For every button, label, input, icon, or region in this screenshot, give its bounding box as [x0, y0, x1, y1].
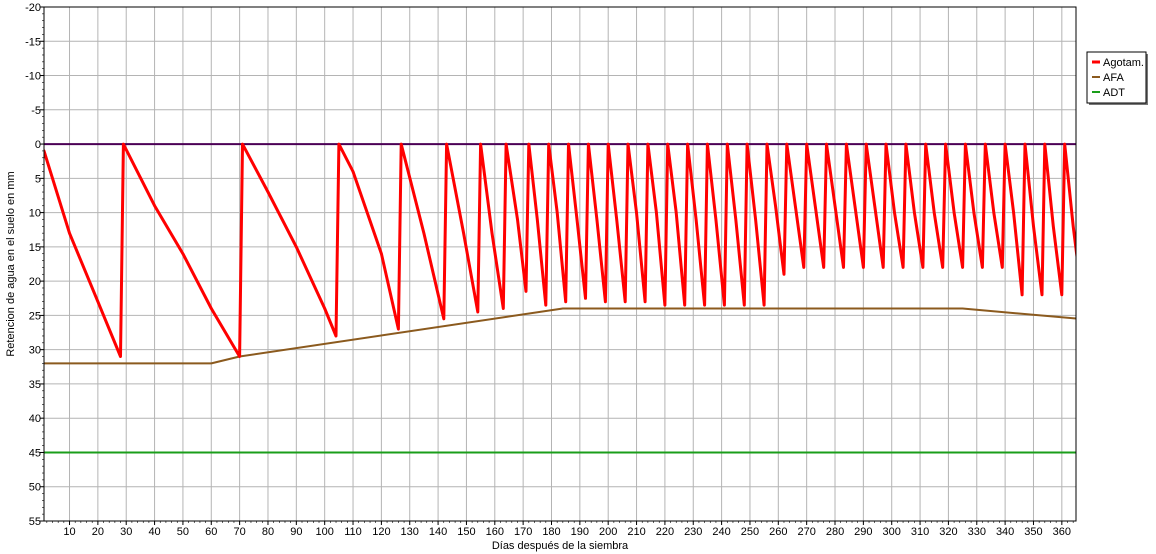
- y-tick-label: 50: [29, 482, 41, 494]
- x-tick-label: 30: [120, 526, 132, 538]
- x-tick-label: 260: [769, 526, 787, 538]
- x-tick-label: 140: [429, 526, 447, 538]
- x-tick-label: 200: [599, 526, 617, 538]
- x-tick-label: 210: [627, 526, 645, 538]
- series-line-afa: [44, 307, 1076, 365]
- x-tick-label: 220: [656, 526, 674, 538]
- y-tick-label: 5: [35, 173, 41, 185]
- legend-label: AFA: [1103, 72, 1124, 84]
- y-tick-label: 55: [29, 516, 41, 528]
- x-tick-label: 120: [372, 526, 390, 538]
- y-tick-label: -5: [31, 105, 41, 117]
- series-line-agotam: [44, 142, 1076, 358]
- x-tick-label: 290: [854, 526, 872, 538]
- x-tick-label: 110: [344, 526, 362, 538]
- x-tick-label: 190: [571, 526, 589, 538]
- y-tick-label: 25: [29, 310, 41, 322]
- grid: [44, 6, 1076, 522]
- x-tick-label: 340: [996, 526, 1014, 538]
- y-axis-ticks: -20 -15 -10 -5 0 5 10 15 20 25 30 35 40 45 50 55: [25, 2, 44, 528]
- legend-label: ADT: [1103, 87, 1125, 99]
- plot-frame: [43, 6, 1077, 522]
- y-tick-label: 35: [29, 379, 41, 391]
- x-tick-label: 70: [234, 526, 246, 538]
- x-tick-label: 300: [883, 526, 901, 538]
- y-axis-title: Retencion de agua en el suelo en mm: [5, 171, 17, 356]
- x-tick-label: 360: [1053, 526, 1071, 538]
- legend: Agotam. AFA ADT: [1086, 51, 1148, 105]
- x-tick-label: 230: [684, 526, 702, 538]
- x-tick-label: 60: [205, 526, 217, 538]
- x-tick-label: 240: [712, 526, 730, 538]
- y-tick-label: 40: [29, 413, 41, 425]
- y-tick-label: 10: [29, 208, 41, 220]
- y-tick-label: -10: [25, 71, 41, 83]
- x-tick-label: 80: [262, 526, 274, 538]
- x-tick-label: 170: [514, 526, 532, 538]
- y-tick-label: 30: [29, 345, 41, 357]
- y-tick-label: 0: [35, 139, 41, 151]
- x-axis-title: Días después de la siembra: [492, 540, 629, 552]
- series-lines: [44, 142, 1076, 454]
- y-tick-label: -15: [25, 36, 41, 48]
- x-tick-label: 280: [826, 526, 844, 538]
- x-tick-label: 350: [1024, 526, 1042, 538]
- x-tick-label: 10: [63, 526, 75, 538]
- y-tick-label: -20: [25, 2, 41, 14]
- x-tick-label: 160: [486, 526, 504, 538]
- x-tick-label: 250: [741, 526, 759, 538]
- y-tick-label: 45: [29, 447, 41, 459]
- x-tick-label: 100: [316, 526, 334, 538]
- x-tick-label: 330: [968, 526, 986, 538]
- x-tick-label: 40: [148, 526, 160, 538]
- x-tick-label: 130: [401, 526, 419, 538]
- x-tick-label: 20: [92, 526, 104, 538]
- x-tick-label: 50: [177, 526, 189, 538]
- x-tick-label: 270: [797, 526, 815, 538]
- x-tick-label: 150: [457, 526, 475, 538]
- legend-label: Agotam.: [1103, 57, 1144, 69]
- x-tick-label: 320: [939, 526, 957, 538]
- y-tick-label: 15: [29, 242, 41, 254]
- x-axis-ticks: 10 20 30 40 50 60 70 80 90 100 110 120 130 140 150 160 1…: [46, 521, 1074, 538]
- x-tick-label: 180: [542, 526, 560, 538]
- x-tick-label: 310: [911, 526, 929, 538]
- x-tick-label: 90: [290, 526, 302, 538]
- y-tick-label: 20: [29, 276, 41, 288]
